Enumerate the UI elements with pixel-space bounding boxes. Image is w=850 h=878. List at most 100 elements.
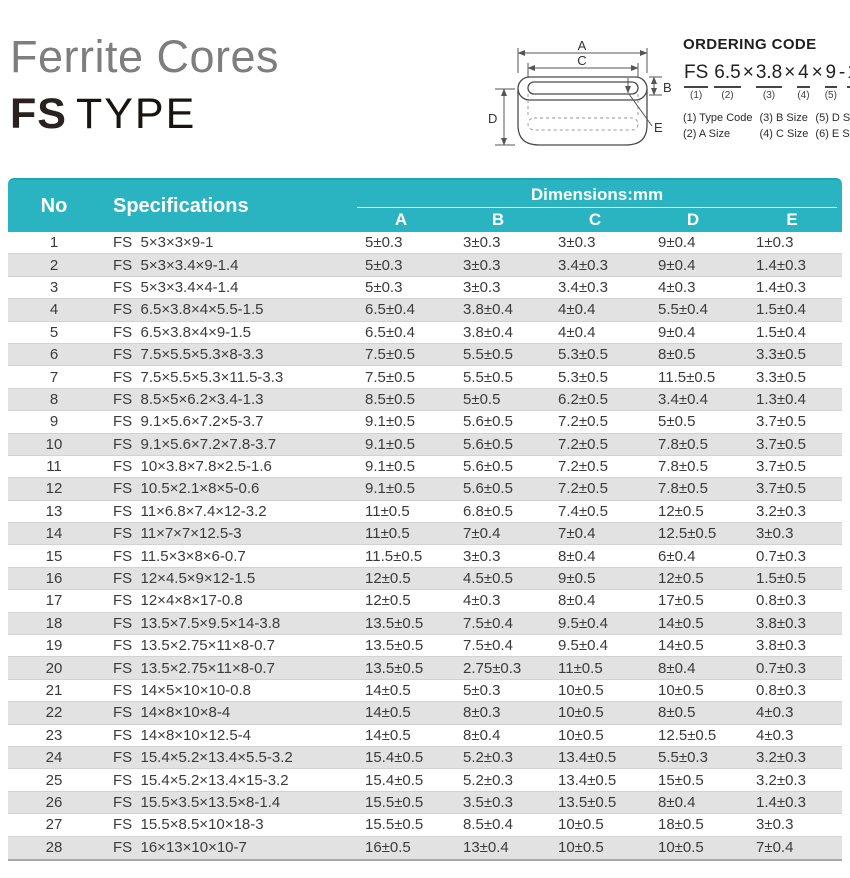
cell-d: 8±0.4 [658, 793, 696, 811]
ordering-segment-underline [797, 85, 810, 88]
cell-no: 23 [45, 726, 63, 744]
cell-b: 8±0.4 [463, 726, 501, 744]
cell-e: 1.5±0.4 [756, 323, 806, 341]
cell-no: 17 [45, 592, 63, 610]
cell-b: 3±0.3 [463, 278, 501, 296]
cell-no: 27 [45, 816, 63, 834]
dim-label-c: C [577, 53, 586, 68]
cell-d: 14±0.5 [658, 614, 704, 632]
cell-a: 7.5±0.5 [365, 368, 415, 386]
cell-c: 7.2±0.5 [558, 458, 608, 476]
cell-spec: FS 5×3×3.4×4-1.4 [113, 278, 239, 296]
dimensions-title: Dimensions:mm [530, 185, 664, 204]
table-row: 2 FS 5×3×3.4×9-1.4 5±0.3 3±0.3 3.4±0.3 9±0.4 1… [8, 254, 842, 277]
cell-b: 5±0.5 [463, 390, 501, 408]
cell-spec: FS 10×3.8×7.8×2.5-1.6 [113, 458, 272, 476]
cell-spec: FS 12×4.5×9×12-1.5 [113, 570, 256, 588]
cell-d: 12.5±0.5 [658, 726, 717, 744]
table-row: 3 FS 5×3×3.4×4-1.4 5±0.3 3±0.3 3.4±0.3 4±0.3 1… [8, 277, 842, 300]
cell-d: 5±0.5 [658, 413, 696, 431]
cell-e: 1±0.3 [756, 234, 794, 252]
ordering-segment-number: (2) [721, 89, 734, 101]
cell-c: 10±0.5 [558, 682, 604, 699]
cell-spec: FS 10.5×2.1×8×5-0.6 [113, 480, 260, 498]
cell-d: 4±0.3 [658, 278, 696, 296]
cell-b: 5.6±0.5 [463, 413, 513, 431]
ordering-legend-item: (4) C Size [759, 127, 809, 140]
cell-a: 12±0.5 [365, 592, 411, 610]
table-row: 18 FS 13.5×7.5×9.5×14-3.8 13.5±0.5 7.5±0.4 9… [8, 612, 842, 636]
cell-a: 9.1±0.5 [365, 458, 415, 476]
cell-a: 14±0.5 [365, 682, 411, 699]
cell-e: 1.5±0.5 [756, 570, 806, 588]
ordering-segment: 3.8 (3) [755, 63, 783, 101]
dim-c-lines [527, 63, 639, 78]
cell-a: 13.5±0.5 [365, 659, 424, 677]
cell-d: 7.8±0.5 [658, 480, 708, 498]
ordering-separator: - [839, 63, 845, 83]
table-body: 1 FS 5×3×3×9-1 5±0.3 3±0.3 3±0.3 9±0.4 1±0.3 2 F… [8, 232, 842, 861]
ordering-segment-number: (4) [797, 89, 810, 101]
table-row: 12 FS 10.5×2.1×8×5-0.6 9.1±0.5 5.6±0.5 7.2±0… [8, 478, 842, 501]
ordering-segment-text: × [784, 62, 796, 83]
table-row: 22 FS 14×8×10×8-4 14±0.5 8±0.3 10±0.5 8±0.5 4±… [8, 702, 842, 725]
cell-e: 3.2±0.3 [756, 749, 806, 767]
cell-e: 1.4±0.3 [756, 793, 806, 811]
cell-d: 11.5±0.5 [658, 368, 716, 386]
cell-a: 9.1±0.5 [365, 480, 415, 498]
cell-no: 8 [49, 390, 59, 408]
cell-d: 3.4±0.4 [658, 390, 708, 408]
cell-spec: FS 6.5×3.8×4×9-1.5 [113, 323, 252, 341]
cell-spec: FS 13.5×2.75×11×8-0.7 [113, 659, 275, 677]
cell-c: 7±0.4 [558, 525, 596, 543]
cell-d: 10±0.5 [658, 682, 704, 699]
cell-c: 13.4±0.5 [558, 749, 617, 767]
dim-label-d: D [488, 111, 497, 126]
cell-no: 24 [45, 749, 63, 767]
ordering-segment-text: - [838, 62, 846, 83]
cell-d: 5.5±0.4 [658, 301, 708, 319]
table-row: 7 FS 7.5×5.5×5.3×11.5-3.3 7.5±0.5 5.5±0.5 5.… [8, 366, 842, 389]
cell-b: 3±0.3 [463, 547, 501, 565]
cell-b: 3±0.3 [463, 234, 501, 252]
ordering-legend-item: (2) A Size [683, 127, 731, 140]
cell-b: 5.6±0.5 [463, 480, 513, 498]
ordering-segment-underline [684, 85, 709, 88]
cell-d: 12±0.5 [658, 570, 704, 588]
cell-d: 17±0.5 [658, 592, 704, 610]
cell-b: 7.5±0.4 [463, 614, 513, 632]
type-word-label: TYPE [75, 90, 197, 138]
col-header-no: No [40, 194, 68, 217]
ordering-segment: 4 (4) [797, 63, 810, 101]
ordering-segment: 1.5(6) [847, 63, 850, 101]
cell-a: 14±0.5 [365, 726, 411, 744]
cell-spec: FS 5×3×3.4×9-1.4 [113, 256, 239, 274]
cell-no: 26 [45, 793, 63, 811]
table-header: No Specifications Dimensions:mm A B C D E [8, 178, 842, 232]
cell-b: 5.2±0.3 [463, 771, 513, 789]
cell-b: 4.5±0.5 [463, 570, 513, 588]
cell-a: 5±0.3 [365, 256, 403, 274]
cell-e: 3±0.3 [756, 525, 794, 543]
cell-d: 7.8±0.5 [658, 435, 708, 453]
dim-label-a: A [578, 38, 587, 53]
cell-no: 19 [45, 637, 63, 655]
cell-c: 3±0.3 [558, 234, 596, 252]
cell-b: 5±0.3 [463, 682, 501, 699]
table-row: 26 FS 15.5×3.5×13.5×8-1.4 15.5±0.5 3.5±0.3 1… [8, 791, 842, 815]
cell-no: 11 [46, 458, 62, 476]
cell-e: 1.4±0.3 [756, 256, 806, 274]
cell-b: 8±0.3 [463, 704, 501, 722]
dim-d-lines [495, 88, 515, 146]
cell-a: 9.1±0.5 [365, 435, 415, 453]
cell-no: 14 [45, 525, 63, 543]
cell-e: 3.2±0.3 [756, 502, 806, 520]
cell-b: 5.6±0.5 [463, 435, 513, 453]
cell-spec: FS 14×5×10×10-0.8 [113, 682, 252, 699]
cell-e: 0.7±0.3 [756, 659, 806, 677]
cell-e: 3.3±0.5 [756, 368, 806, 386]
cell-no: 4 [49, 301, 59, 319]
cell-spec: FS 15.5×3.5×13.5×8-1.4 [113, 793, 281, 811]
table-row: 5 FS 6.5×3.8×4×9-1.5 6.5±0.4 3.8±0.4 4±0.4 9±… [8, 322, 842, 344]
